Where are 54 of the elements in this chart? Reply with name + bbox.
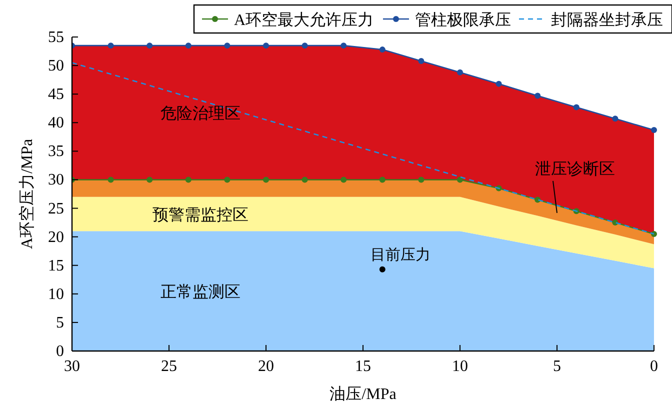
y-tick-label: 0 [56, 343, 64, 360]
point [224, 42, 230, 49]
point [612, 116, 618, 122]
point [108, 42, 114, 49]
point [379, 46, 386, 53]
series-label: 目前压力 [370, 246, 430, 264]
point [146, 42, 153, 49]
x-tick-label: 5 [553, 358, 561, 375]
y-tick-label: 25 [48, 200, 64, 218]
legend-label: 封隔器坐封承压 [551, 11, 663, 29]
y-tick-label: 30 [48, 172, 64, 189]
series-label: 正常监测区 [160, 283, 240, 302]
y-tick-label: 50 [48, 58, 64, 75]
y-tick-label: 45 [48, 86, 64, 104]
point [108, 176, 114, 183]
point [418, 58, 424, 64]
y-tick-label: 5 [56, 314, 64, 332]
point [302, 42, 308, 49]
point [457, 69, 463, 76]
point [496, 80, 502, 87]
legend-label: A环空最大允许压力 [234, 11, 374, 29]
point [263, 176, 269, 183]
point [340, 42, 347, 49]
point [340, 176, 347, 183]
x-tick-label: 15 [355, 358, 371, 375]
y-tick-label: 20 [48, 228, 64, 246]
point [302, 176, 308, 183]
y-tick-label: 35 [48, 143, 64, 160]
point [379, 176, 386, 183]
y-axis-title: A环空压力/MPa [18, 138, 36, 250]
y-tick-label: 55 [48, 29, 64, 46]
legend-label: 管柱极限承压 [415, 11, 511, 29]
point [185, 176, 192, 183]
x-tick-label: 10 [452, 358, 468, 375]
series-label: 预警需监控区 [152, 206, 248, 224]
x-axis-title: 油压/MPa [330, 385, 396, 403]
point [573, 104, 580, 110]
point [379, 266, 386, 272]
point [457, 176, 463, 183]
x-tick-label: 0 [650, 358, 658, 375]
y-tick-label: 10 [48, 286, 64, 303]
point [263, 42, 269, 49]
point [146, 176, 153, 183]
point [418, 176, 424, 183]
point [185, 42, 192, 49]
point [534, 92, 541, 99]
y-tick-label: 15 [48, 257, 64, 274]
point [651, 127, 657, 134]
x-tick-label: 20 [258, 358, 274, 375]
series-label: 危险治理区 [160, 104, 240, 123]
x-tick-label: 25 [161, 358, 177, 375]
series-label: 泄压诊断区 [535, 160, 615, 178]
point [224, 176, 230, 183]
y-tick-label: 40 [48, 114, 64, 132]
